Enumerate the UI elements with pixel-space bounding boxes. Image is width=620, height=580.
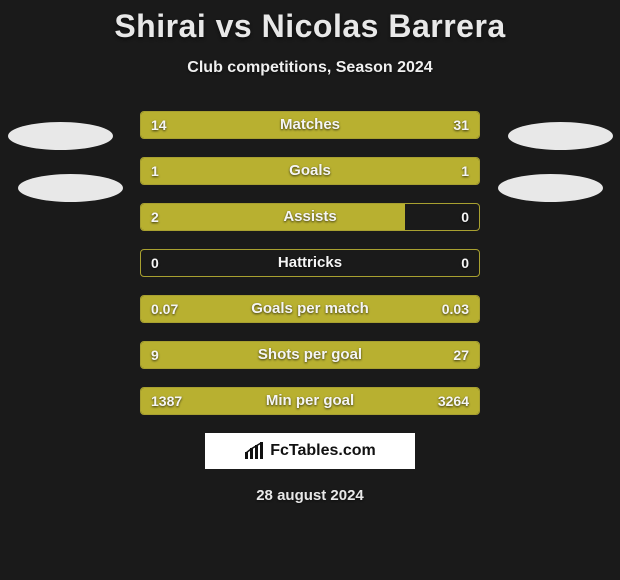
stat-row: Assists2 0 (140, 203, 480, 231)
stat-label: Goals (141, 158, 479, 184)
stat-value-right: 0 (461, 250, 469, 276)
subtitle: Club competitions, Season 2024 (0, 59, 620, 77)
stat-value-right: 1 (461, 158, 469, 184)
stat-value-right: 31 (453, 112, 469, 138)
stat-label: Shots per goal (141, 342, 479, 368)
stat-value-right: 0.03 (442, 296, 469, 322)
stat-value-left: 1 (151, 158, 159, 184)
stat-row: Goals per match0.07 0.03 (140, 295, 480, 323)
stat-row: Shots per goal9 27 (140, 341, 480, 369)
stat-row: Min per goal1387 3264 (140, 387, 480, 415)
stat-value-left: 9 (151, 342, 159, 368)
stat-value-left: 0.07 (151, 296, 178, 322)
stat-value-right: 3264 (438, 388, 469, 414)
decor-ellipse (498, 174, 603, 202)
chart-icon (244, 442, 264, 460)
stat-label: Min per goal (141, 388, 479, 414)
stats-container: Matches1431Goals11Assists20Hattricks00Go… (140, 111, 480, 415)
decor-ellipse (18, 174, 123, 202)
stat-row: Matches14 31 (140, 111, 480, 139)
stat-label: Matches (141, 112, 479, 138)
stat-label: Assists (141, 204, 479, 230)
stat-label: Hattricks (141, 250, 479, 276)
footer-date: 28 august 2024 (0, 487, 620, 504)
stat-value-left: 0 (151, 250, 159, 276)
footer-brand-badge: FcTables.com (205, 433, 415, 469)
stat-value-left: 2 (151, 204, 159, 230)
decor-ellipse (508, 122, 613, 150)
page-title: Shirai vs Nicolas Barrera (0, 0, 620, 45)
stat-value-right: 0 (461, 204, 469, 230)
stat-row: Goals1 1 (140, 157, 480, 185)
stat-value-right: 27 (453, 342, 469, 368)
stat-row: Hattricks0 0 (140, 249, 480, 277)
stat-value-left: 1387 (151, 388, 182, 414)
stat-value-left: 14 (151, 112, 167, 138)
decor-ellipse (8, 122, 113, 150)
stat-label: Goals per match (141, 296, 479, 322)
footer-brand-text: FcTables.com (270, 442, 376, 460)
